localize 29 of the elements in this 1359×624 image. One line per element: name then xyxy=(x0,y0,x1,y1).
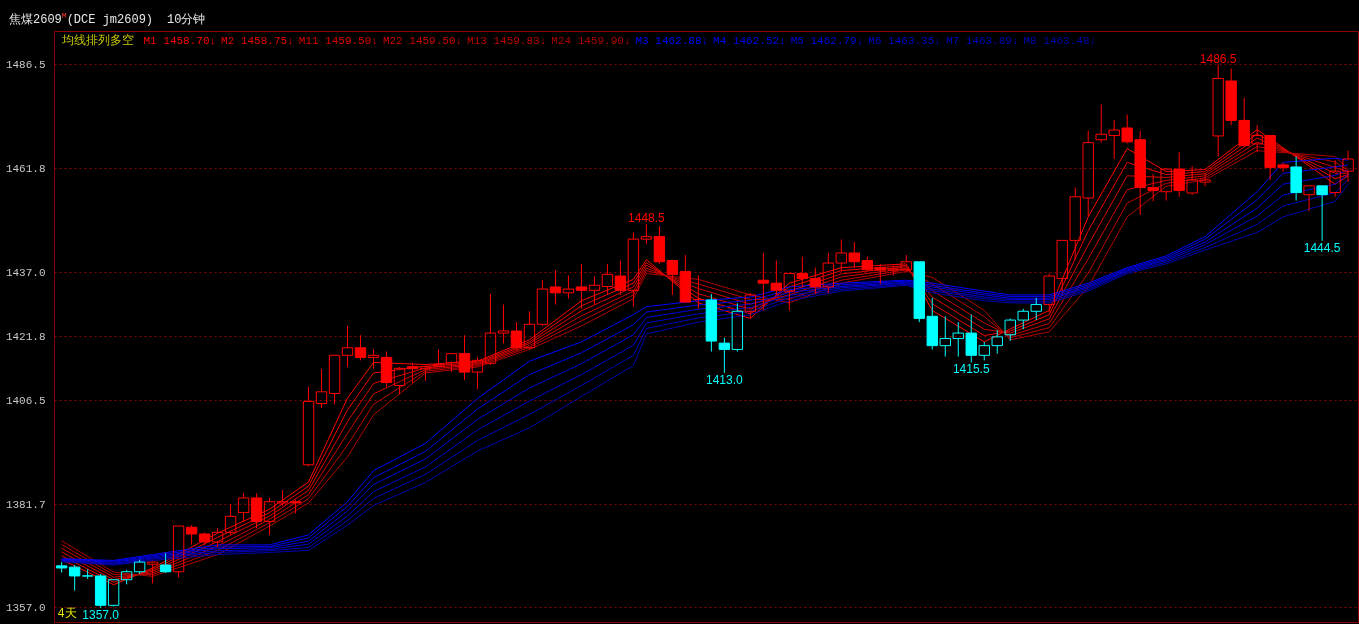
y-tick-label: 1357.0 xyxy=(5,602,46,615)
y-tick-label: 1486.5 xyxy=(5,59,46,72)
text: M2 1458.75↓ xyxy=(221,34,294,47)
annotation: 1448.5 xyxy=(628,211,666,226)
text: M24 1459.90↓ xyxy=(551,34,631,47)
chart-subtitle: 10分钟 xyxy=(167,13,206,27)
annotation: 4天 xyxy=(57,606,77,621)
text: M3 1462.88↓ xyxy=(635,34,709,47)
text: M4 1462.52↓ xyxy=(713,34,786,47)
y-tick-label: 1437.0 xyxy=(5,266,46,279)
text: M13 1459.83↓ xyxy=(467,34,547,47)
text: M5 1462.79↓ xyxy=(790,34,864,47)
annotation: 1415.5 xyxy=(952,362,990,377)
text: M7 1463.89↓ xyxy=(945,34,1019,47)
y-tick-label: 1421.8 xyxy=(5,330,46,343)
y-tick-label: 1381.7 xyxy=(5,498,46,511)
text: M22 1459.50↓ xyxy=(382,34,463,47)
text: M11 1459.50↓ xyxy=(298,34,378,47)
text: M6 1463.35↓ xyxy=(868,34,941,47)
annotation: 1413.0 xyxy=(706,372,744,387)
text: M8 1463.48↓ xyxy=(1023,34,1097,47)
legend-title: 均线排列多空 xyxy=(60,32,134,48)
chart-title: 焦煤2609$^{M}$(DCE jm2609) xyxy=(9,11,154,27)
annotation: 1486.5 xyxy=(1199,51,1237,66)
annotation: 1357.0 xyxy=(82,607,120,622)
annotation: 1444.5 xyxy=(1303,240,1341,255)
text: M1 1458.70↓ xyxy=(143,34,217,47)
y-tick-label: 1461.8 xyxy=(5,162,46,175)
y-tick-label: 1406.5 xyxy=(5,394,46,407)
